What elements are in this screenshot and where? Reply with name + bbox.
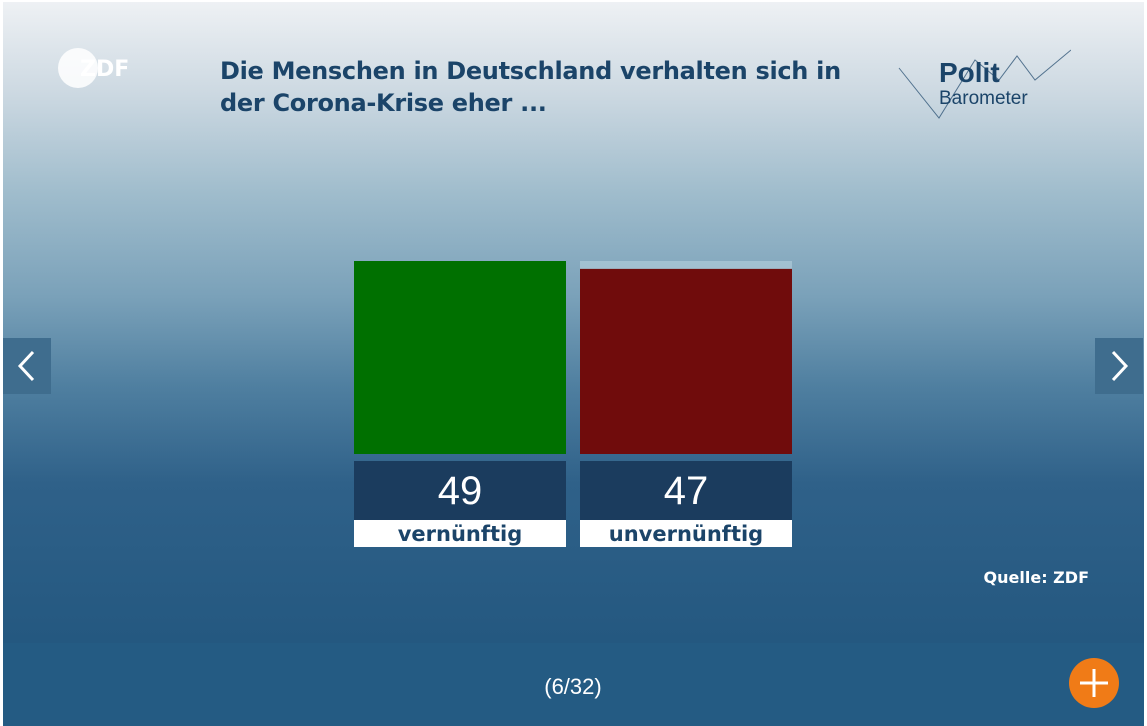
category-label: unvernünftig xyxy=(609,522,763,546)
category-box xyxy=(354,520,566,547)
value-label: 47 xyxy=(664,469,709,513)
chart-slide: ZDF Die Menschen in Deutschland verhalte… xyxy=(3,2,1144,643)
zdf-logo: ZDF xyxy=(58,48,129,88)
previous-slide-button[interactable] xyxy=(3,338,51,394)
category-box xyxy=(580,520,792,547)
value-box xyxy=(580,461,792,520)
chevron-left-icon xyxy=(17,350,35,382)
bar xyxy=(580,268,792,454)
plus-icon xyxy=(1080,669,1108,697)
bars-layer: 49 vernünftig 47 unvernünftig xyxy=(354,261,792,547)
chart-title: Die Menschen in Deutschland verhalten si… xyxy=(220,57,841,117)
category-label: vernünftig xyxy=(398,522,523,546)
next-slide-button[interactable] xyxy=(1095,338,1143,394)
bar xyxy=(354,261,566,454)
politbarometer-logo-line2: Barometer xyxy=(939,88,1028,109)
politbarometer-logo: Polit Barometer xyxy=(898,49,1071,119)
value-box xyxy=(354,461,566,520)
zdf-logo-text: ZDF xyxy=(80,57,129,82)
politbarometer-logo-line1: Polit xyxy=(939,57,1000,88)
source-label: Quelle: ZDF xyxy=(983,568,1089,587)
value-label: 49 xyxy=(438,469,483,513)
slide-counter: (6/32) xyxy=(544,674,602,699)
bar-chart: 49 vernünftig 47 unvernünftig xyxy=(354,261,792,547)
more-button[interactable] xyxy=(1069,658,1119,708)
slide-viewer: ZDF Die Menschen in Deutschland verhalte… xyxy=(3,2,1144,726)
chevron-right-icon xyxy=(1111,350,1129,382)
gallery-footer: (6/32) xyxy=(3,643,1144,726)
